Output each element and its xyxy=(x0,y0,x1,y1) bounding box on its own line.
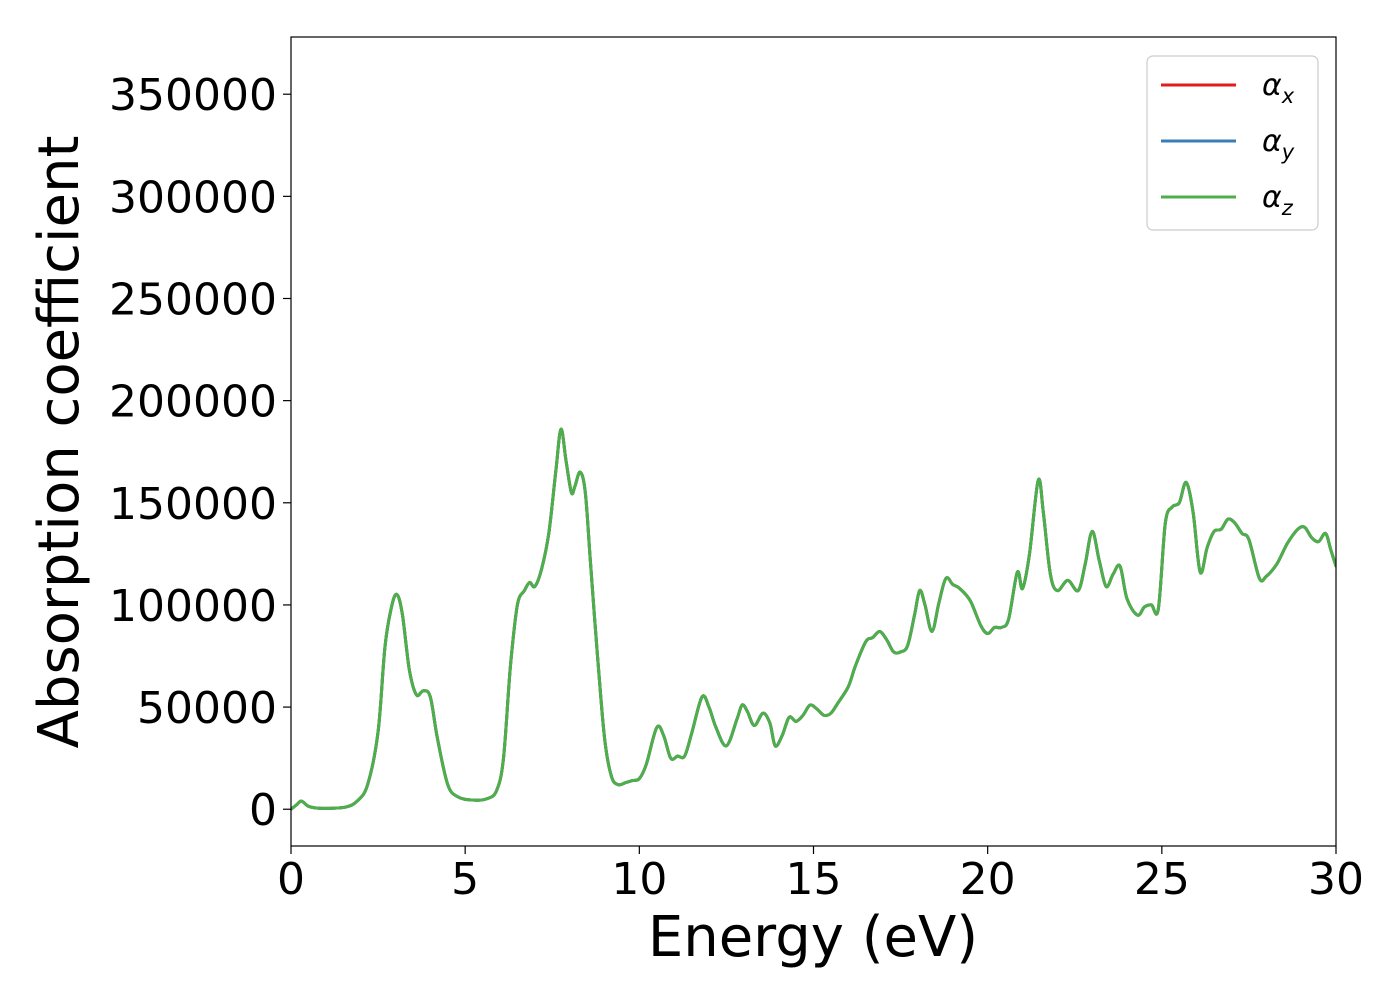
legend-box xyxy=(1146,55,1319,231)
x-tick-label: 0 xyxy=(277,854,305,905)
y-tick-label: 200000 xyxy=(109,377,277,428)
x-tick-label: 15 xyxy=(786,854,842,905)
y-tick-label: 150000 xyxy=(109,479,277,530)
y-tick-label: 100000 xyxy=(109,581,277,632)
y-axis: 0 50000 100000 150000 200000 250000 300000 3500… xyxy=(109,70,291,836)
y-tick-label: 350000 xyxy=(109,70,277,121)
legend-label-z: αz xyxy=(1262,180,1294,220)
legend-label-y: αy xyxy=(1262,124,1295,164)
series-line-z xyxy=(291,427,1336,811)
legend-symbol: α xyxy=(1262,180,1282,215)
legend-subscript: x xyxy=(1281,84,1295,108)
x-tick-label: 5 xyxy=(451,854,479,905)
y-axis-title: Absorption coefficient xyxy=(27,136,92,749)
y-tick-label: 300000 xyxy=(109,172,277,223)
y-tick-label: 250000 xyxy=(109,274,277,325)
legend-symbol: α xyxy=(1262,124,1282,159)
x-tick-label: 30 xyxy=(1308,854,1364,905)
x-axis: 0 5 10 15 20 25 30 xyxy=(277,846,1364,905)
x-tick-label: 20 xyxy=(960,854,1016,905)
y-tick-label: 50000 xyxy=(137,683,277,734)
x-axis-title: Energy (eV) xyxy=(648,905,978,970)
x-tick-label: 10 xyxy=(611,854,667,905)
x-tick-label: 25 xyxy=(1134,854,1190,905)
legend-label-x: αx xyxy=(1262,68,1295,108)
legend-symbol: α xyxy=(1262,68,1282,103)
legend-subscript: y xyxy=(1281,140,1295,164)
legend-subscript: z xyxy=(1281,196,1294,220)
series-layer xyxy=(291,427,1336,811)
y-tick-label: 0 xyxy=(249,785,277,836)
